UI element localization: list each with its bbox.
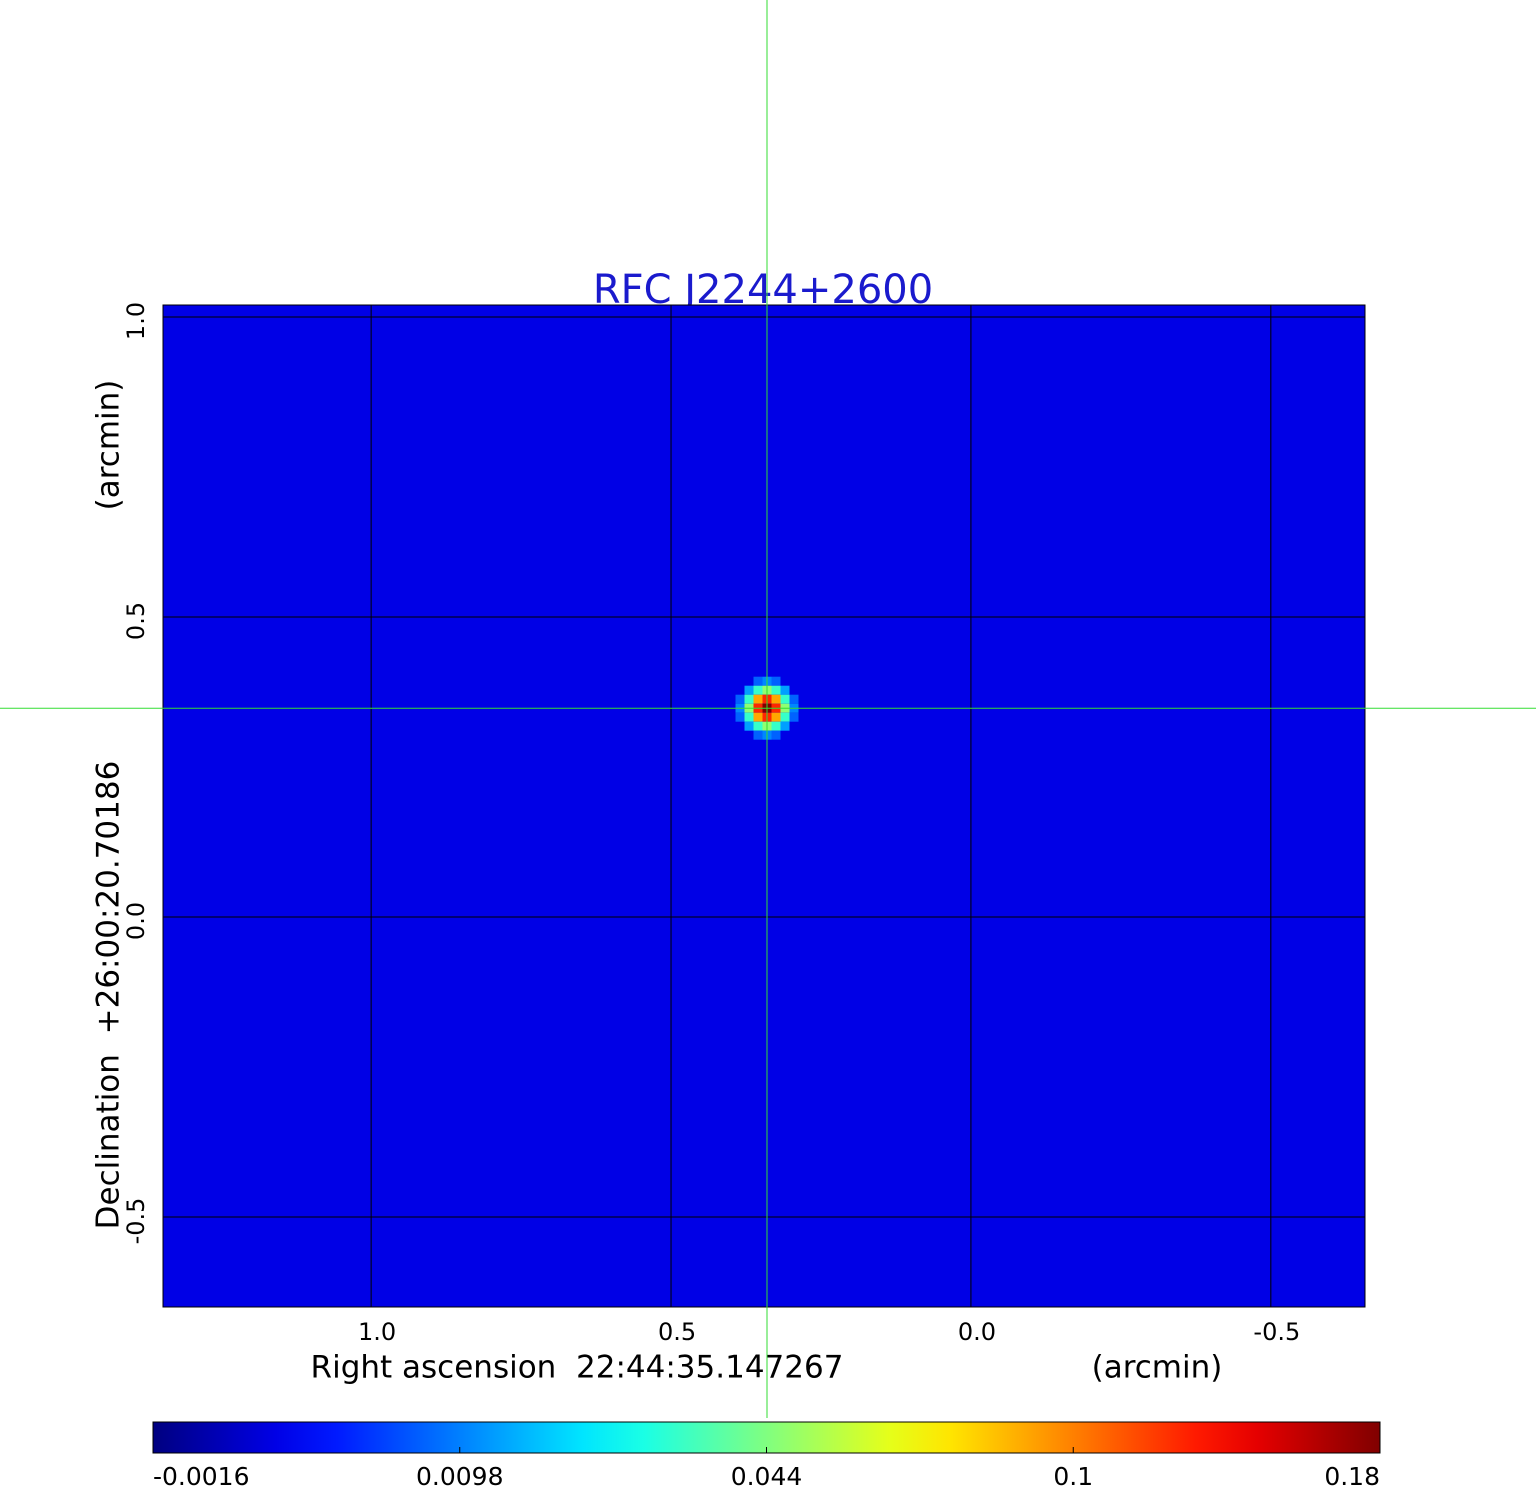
colorbar-tick-label: 0.18 [1324,1462,1380,1491]
plot-frame [162,304,1366,1308]
source-pixel [744,685,754,695]
x-axis-label: Right ascension 22:44:35.147267 [311,1350,844,1386]
x-axis-unit: (arcmin) [1092,1350,1223,1386]
source-pixel [789,694,799,704]
source-pixel [771,676,781,686]
x-tick-label: 0.0 [958,1318,996,1346]
x-tick-label: -0.5 [1253,1318,1300,1346]
source-pixel [744,721,754,731]
source-pixel [753,721,763,731]
source-pixel [735,694,745,704]
colorbar-tick-label: 0.0098 [416,1462,503,1491]
source-pixel [789,712,799,722]
source-pixel [780,712,790,722]
y-axis-label: Declination +26:00:20.70186 [91,761,127,1230]
colorbar-tick-label: 0.044 [731,1462,803,1491]
source-pixel [771,721,781,731]
source-pixel [780,694,790,704]
source-pixel [771,730,781,740]
source-pixel [753,712,763,722]
source-pixel [735,712,745,722]
source-pixel [753,694,763,704]
colorbar-tick-label: -0.0016 [153,1462,250,1491]
y-tick-label: 0.0 [122,902,150,940]
source-pixel [771,694,781,704]
y-tick-label: -0.5 [122,1198,150,1245]
x-tick-label: 0.5 [658,1318,696,1346]
y-axis-unit: (arcmin) [91,380,127,511]
source-pixel [771,712,781,722]
y-tick-label: 0.5 [122,602,150,640]
source-pixel [771,685,781,695]
source-pixel [753,685,763,695]
source-pixel [744,712,754,722]
source-pixel [780,721,790,731]
source-pixel [780,685,790,695]
colorbar-tick-label: 0.1 [1053,1462,1093,1491]
x-tick-label: 1.0 [358,1318,396,1346]
source-pixel [753,676,763,686]
image-background [163,305,1365,1307]
source-pixel [753,730,763,740]
y-tick-label: 1.0 [122,302,150,340]
source-pixel [744,694,754,704]
